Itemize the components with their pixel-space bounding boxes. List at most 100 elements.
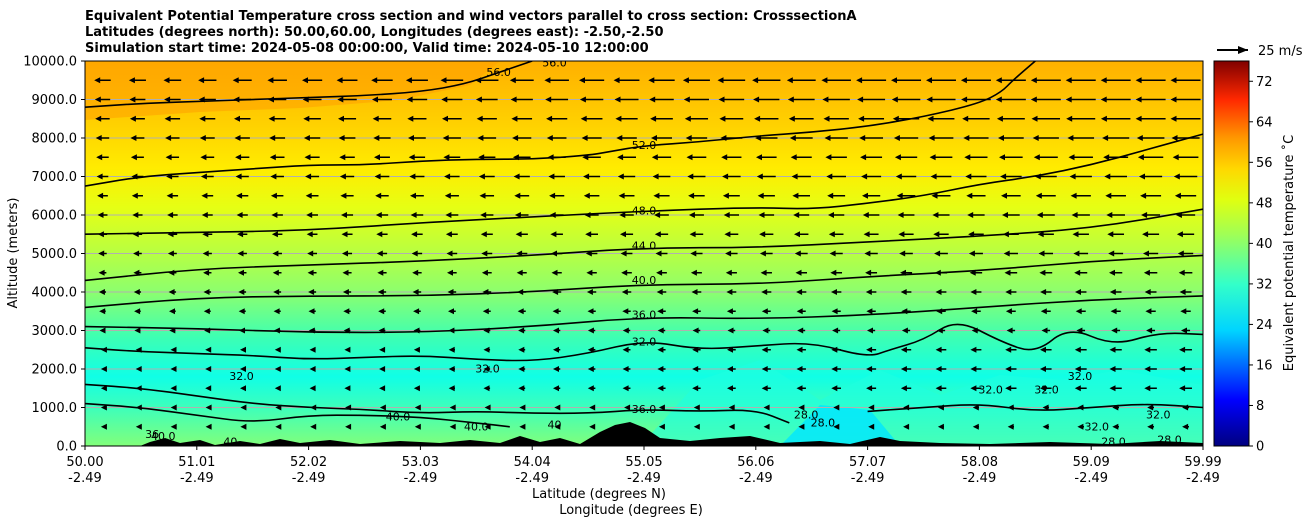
wind-arrow	[1109, 346, 1122, 353]
wind-arrow	[763, 404, 770, 411]
wind-arrow	[303, 135, 321, 141]
wind-arrow-head	[198, 77, 205, 84]
wind-arrow	[1182, 404, 1189, 411]
wind-arrow	[1003, 250, 1018, 257]
wind-arrow-head	[378, 308, 385, 315]
wind-arrow	[999, 154, 1023, 161]
wind-arrow-head	[687, 173, 694, 180]
colorbar-tick-label: 8	[1256, 399, 1264, 414]
wind-arrow	[129, 96, 146, 103]
wind-arrow-head	[480, 212, 487, 218]
wind-arrow	[234, 135, 250, 141]
wind-arrow	[587, 385, 596, 392]
wind-arrow	[205, 346, 212, 353]
x-tick-label-latitude: 59.09	[1073, 455, 1110, 470]
wind-arrow-head	[410, 212, 417, 218]
wind-arrow-head	[655, 250, 662, 257]
wind-arrow	[547, 154, 566, 161]
wind-arrow	[235, 173, 249, 180]
wind-arrow-head	[269, 154, 276, 161]
wind-arrow	[1074, 385, 1087, 392]
wind-arrow	[99, 308, 106, 315]
wind-arrow-head	[372, 115, 379, 122]
wind-arrow-head	[203, 289, 210, 295]
wind-arrow-head	[1002, 212, 1008, 218]
wind-arrow-head	[445, 212, 452, 218]
wind-arrow-head	[827, 192, 834, 199]
wind-arrow	[796, 346, 806, 353]
wind-arrow	[413, 346, 420, 353]
wind-arrow	[135, 404, 142, 411]
wind-arrow	[830, 269, 843, 276]
wind-arrow	[622, 327, 631, 334]
wind-arrow	[656, 289, 667, 295]
wind-arrow	[1142, 231, 1160, 238]
wind-arrow-head	[410, 192, 416, 199]
wind-arrow	[937, 404, 944, 411]
wind-arrow	[95, 135, 110, 141]
wind-arrow	[413, 308, 421, 315]
wind-arrow-head	[377, 289, 384, 295]
x-tick-label-longitude: -2.49	[1186, 471, 1220, 486]
contour-label: 36.0	[632, 309, 657, 322]
contour-label: 28.0	[811, 416, 836, 429]
wind-arrow-head	[995, 77, 1002, 84]
wind-arrow	[1077, 404, 1084, 411]
wind-arrow-head	[545, 96, 552, 103]
wind-arrow	[377, 289, 387, 295]
wind-arrow-head	[970, 366, 977, 372]
wind-arrow-head	[475, 77, 482, 84]
wind-arrow-head	[692, 385, 699, 392]
wind-arrow	[1066, 115, 1096, 122]
wind-arrow	[344, 366, 351, 372]
wind-arrow	[448, 346, 455, 353]
wind-arrow	[204, 327, 211, 334]
wind-arrow-head	[586, 269, 593, 276]
wind-arrow	[408, 135, 426, 141]
wind-arrow	[649, 96, 674, 103]
wind-arrow-head	[587, 385, 594, 392]
wind-arrow	[926, 96, 956, 103]
wind-arrow-head	[94, 96, 101, 103]
wind-arrow-head	[935, 289, 942, 295]
wind-arrow-head	[756, 173, 763, 180]
wind-arrow-head	[790, 154, 797, 161]
wind-arrow-head	[275, 404, 282, 411]
wind-arrow-head	[658, 404, 665, 411]
wind-arrow	[407, 115, 427, 122]
wind-arrow	[1135, 115, 1166, 122]
wind-arrow-head	[267, 77, 274, 84]
wind-arrow	[970, 385, 982, 392]
wind-arrow	[270, 192, 284, 199]
wind-arrow	[309, 385, 316, 392]
wind-arrow-head	[589, 423, 596, 430]
x-tick-label-longitude: -2.49	[1074, 471, 1108, 486]
wind-arrow	[517, 308, 526, 315]
wind-arrow	[412, 289, 422, 295]
wind-arrow-head	[935, 385, 942, 392]
wind-arrow-head	[553, 366, 559, 372]
wind-arrow-head	[98, 250, 105, 257]
wind-arrow-head	[240, 385, 246, 392]
wind-arrow	[237, 250, 247, 257]
wind-arrow-head	[167, 231, 174, 238]
wind-arrow	[164, 96, 181, 103]
wind-arrow	[1144, 366, 1157, 372]
wind-arrow-head	[865, 269, 872, 276]
wind-arrow	[657, 385, 666, 392]
x-tick-label-longitude: -2.49	[963, 471, 997, 486]
wind-arrow	[1036, 212, 1055, 218]
wind-arrow-head	[964, 154, 971, 161]
wind-arrow	[201, 192, 214, 199]
wind-arrow	[934, 250, 948, 257]
wind-arrow-head	[449, 404, 456, 411]
x-axis-label-longitude: Longitude (degrees E)	[559, 503, 703, 518]
wind-arrow	[166, 173, 179, 180]
wind-arrow	[1067, 135, 1095, 141]
contour-label: 36	[145, 428, 159, 441]
wind-arrow	[963, 135, 989, 141]
wind-arrow-head	[654, 231, 661, 238]
wind-arrow	[1034, 173, 1057, 180]
x-axis: 50.00-2.4951.01-2.4952.02-2.4953.03-2.49…	[66, 446, 1222, 486]
wind-arrow	[1170, 96, 1201, 103]
